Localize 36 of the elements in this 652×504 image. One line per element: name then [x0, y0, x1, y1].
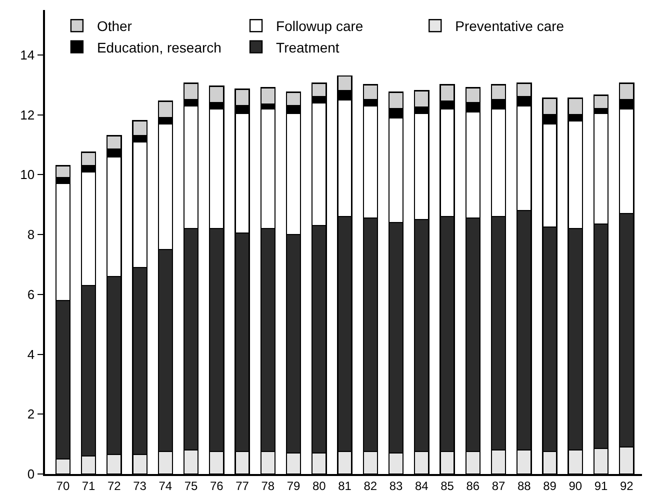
x-tick-label: 89	[543, 479, 557, 494]
legend-label: Treatment	[276, 39, 340, 56]
x-tick-label: 74	[158, 479, 172, 494]
y-tick-label: 8	[27, 227, 35, 242]
y-tick-label: 2	[27, 406, 35, 422]
y-tick-label: 14	[20, 47, 35, 62]
x-tick-label: 83	[389, 479, 404, 494]
x-tick-label: 91	[594, 479, 608, 494]
x-tick-label: 70	[56, 479, 70, 494]
x-tick-label: 86	[466, 479, 480, 494]
x-tick-label: 71	[82, 479, 96, 494]
y-tick-label: 12	[20, 107, 35, 122]
x-tick-label: 73	[133, 479, 147, 494]
y-tick-label: 6	[27, 286, 35, 302]
y-tick-label: 10	[20, 167, 35, 182]
x-tick-label: 72	[108, 479, 122, 494]
x-tick-label: 90	[568, 479, 582, 494]
legend-label: Other	[96, 18, 132, 34]
x-tick-label: 75	[184, 479, 198, 494]
x-tick-label: 82	[364, 479, 378, 494]
x-tick-label: 88	[517, 479, 532, 494]
legend-label: Preventative care	[455, 18, 564, 34]
x-tick-label: 85	[440, 479, 454, 494]
x-tick-label: 78	[261, 479, 275, 494]
legend-label: Education, research	[96, 39, 222, 56]
y-tick-label: 4	[27, 346, 35, 362]
legend-label: Followup care	[276, 18, 364, 34]
x-tick-label: 87	[492, 479, 506, 494]
x-tick-label: 76	[210, 479, 224, 494]
x-tick-label: 84	[414, 479, 429, 494]
x-tick-label: 79	[286, 479, 301, 494]
y-tick-label: 0	[27, 466, 35, 482]
x-tick-label: 92	[620, 479, 634, 494]
x-tick-label: 81	[338, 479, 352, 494]
x-tick-label: 80	[312, 479, 326, 494]
x-tick-label: 77	[236, 479, 250, 494]
